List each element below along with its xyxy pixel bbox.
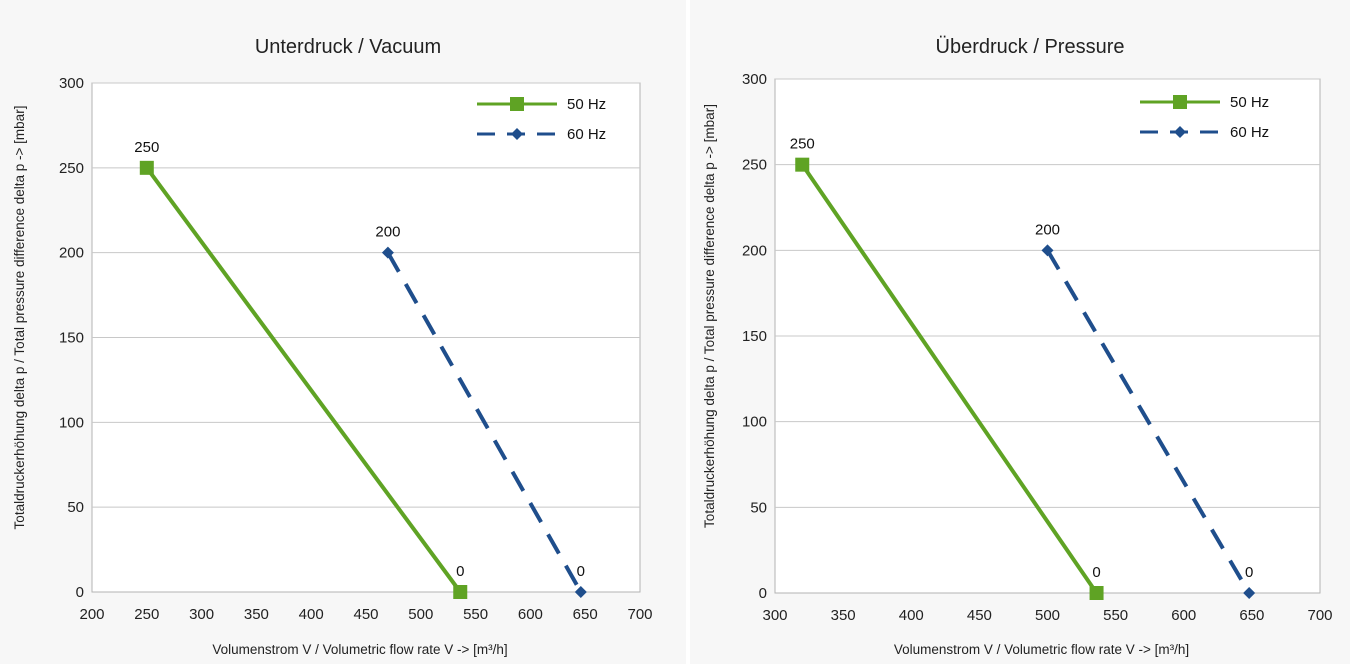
data-label: 0 bbox=[1245, 564, 1253, 581]
data-label: 0 bbox=[577, 563, 585, 580]
y-tick-label: 250 bbox=[742, 157, 767, 174]
pressure-chart: 0 50 100 150 200 250 300 300 350 400 450 500 550 600 6… bbox=[702, 36, 1333, 657]
x-tick-label: 650 bbox=[573, 606, 598, 623]
y-tick-label: 200 bbox=[742, 242, 767, 259]
y-tick-label: 150 bbox=[742, 328, 767, 345]
legend-marker bbox=[511, 128, 523, 140]
chart-title: Überdruck / Pressure bbox=[936, 36, 1125, 58]
series-50-hz: 250 0 bbox=[790, 136, 1104, 600]
y-tick-label: 0 bbox=[759, 585, 767, 602]
y-tick-label: 50 bbox=[750, 499, 767, 516]
legend: 50 Hz 60 Hz bbox=[1140, 94, 1269, 141]
data-label: 250 bbox=[790, 136, 815, 153]
x-tick-label: 600 bbox=[518, 606, 543, 623]
series-line bbox=[1045, 249, 1251, 595]
pressure-chart-panel: 0 50 100 150 200 250 300 300 350 400 450 500 550 600 6… bbox=[690, 0, 1350, 664]
x-tick-label: 700 bbox=[627, 606, 652, 623]
vacuum-chart-panel: 0 50 100 150 200 250 300 200 250 300 350 400 450 500 5… bbox=[12, 36, 653, 657]
data-point bbox=[574, 586, 587, 598]
series-line bbox=[386, 251, 583, 593]
x-tick-label: 250 bbox=[134, 606, 159, 623]
legend-marker bbox=[1174, 126, 1186, 138]
legend-label: 50 Hz bbox=[1230, 94, 1269, 111]
x-tick-label: 500 bbox=[1035, 607, 1060, 624]
data-point bbox=[1041, 244, 1054, 257]
x-tick-label: 350 bbox=[831, 607, 856, 624]
y-tick-label: 150 bbox=[59, 330, 84, 347]
series-50-hz: 250 0 bbox=[134, 139, 468, 599]
x-tick-label: 200 bbox=[79, 606, 104, 623]
x-tick-label: 450 bbox=[967, 607, 992, 624]
legend-label: 60 Hz bbox=[567, 126, 606, 143]
y-axis-label: Totaldruckerhöhung delta p / Total press… bbox=[702, 104, 717, 528]
series-line bbox=[800, 163, 1099, 595]
x-tick-label: 550 bbox=[463, 606, 488, 623]
x-tick-label: 400 bbox=[899, 607, 924, 624]
x-tick-label: 300 bbox=[762, 607, 787, 624]
data-point bbox=[795, 157, 810, 172]
x-axis-label: Volumenstrom V / Volumetric flow rate V … bbox=[894, 642, 1189, 657]
data-label: 0 bbox=[456, 563, 464, 580]
x-tick-label: 600 bbox=[1171, 607, 1196, 624]
legend-marker bbox=[1173, 95, 1187, 109]
y-axis-label: Totaldruckerhöhung delta p / Total press… bbox=[12, 106, 27, 530]
y-tick-label: 50 bbox=[67, 499, 84, 516]
legend: 50 Hz 60 Hz bbox=[477, 96, 606, 143]
y-tick-label: 250 bbox=[59, 160, 84, 177]
data-point bbox=[453, 585, 468, 599]
y-tick-label: 100 bbox=[742, 414, 767, 431]
y-tick-label: 0 bbox=[76, 584, 84, 601]
x-tick-label: 450 bbox=[353, 606, 378, 623]
x-tick-label: 550 bbox=[1103, 607, 1128, 624]
data-point bbox=[139, 160, 154, 175]
legend-marker bbox=[510, 97, 524, 111]
x-tick-label: 300 bbox=[189, 606, 214, 623]
data-label: 200 bbox=[1035, 221, 1060, 238]
data-point bbox=[1243, 587, 1256, 599]
legend-label: 60 Hz bbox=[1230, 124, 1269, 141]
chart-title: Unterdruck / Vacuum bbox=[255, 36, 441, 58]
x-tick-label: 500 bbox=[408, 606, 433, 623]
y-tick-label: 300 bbox=[742, 71, 767, 88]
data-label: 0 bbox=[1092, 564, 1100, 581]
vacuum-chart: 0 50 100 150 200 250 300 200 250 300 350 400 450 500 5… bbox=[12, 36, 653, 657]
x-tick-label: 700 bbox=[1307, 607, 1332, 624]
x-tick-label: 350 bbox=[244, 606, 269, 623]
data-point bbox=[1089, 586, 1104, 600]
x-tick-label: 650 bbox=[1239, 607, 1264, 624]
legend-label: 50 Hz bbox=[567, 96, 606, 113]
series-line bbox=[145, 166, 462, 594]
data-label: 250 bbox=[134, 139, 159, 156]
data-point bbox=[381, 246, 394, 259]
x-axis-label: Volumenstrom V / Volumetric flow rate V … bbox=[212, 642, 507, 657]
x-tick-label: 400 bbox=[299, 606, 324, 623]
y-tick-label: 300 bbox=[59, 75, 84, 92]
y-tick-label: 200 bbox=[59, 245, 84, 262]
data-label: 200 bbox=[375, 224, 400, 241]
y-tick-label: 100 bbox=[59, 414, 84, 431]
